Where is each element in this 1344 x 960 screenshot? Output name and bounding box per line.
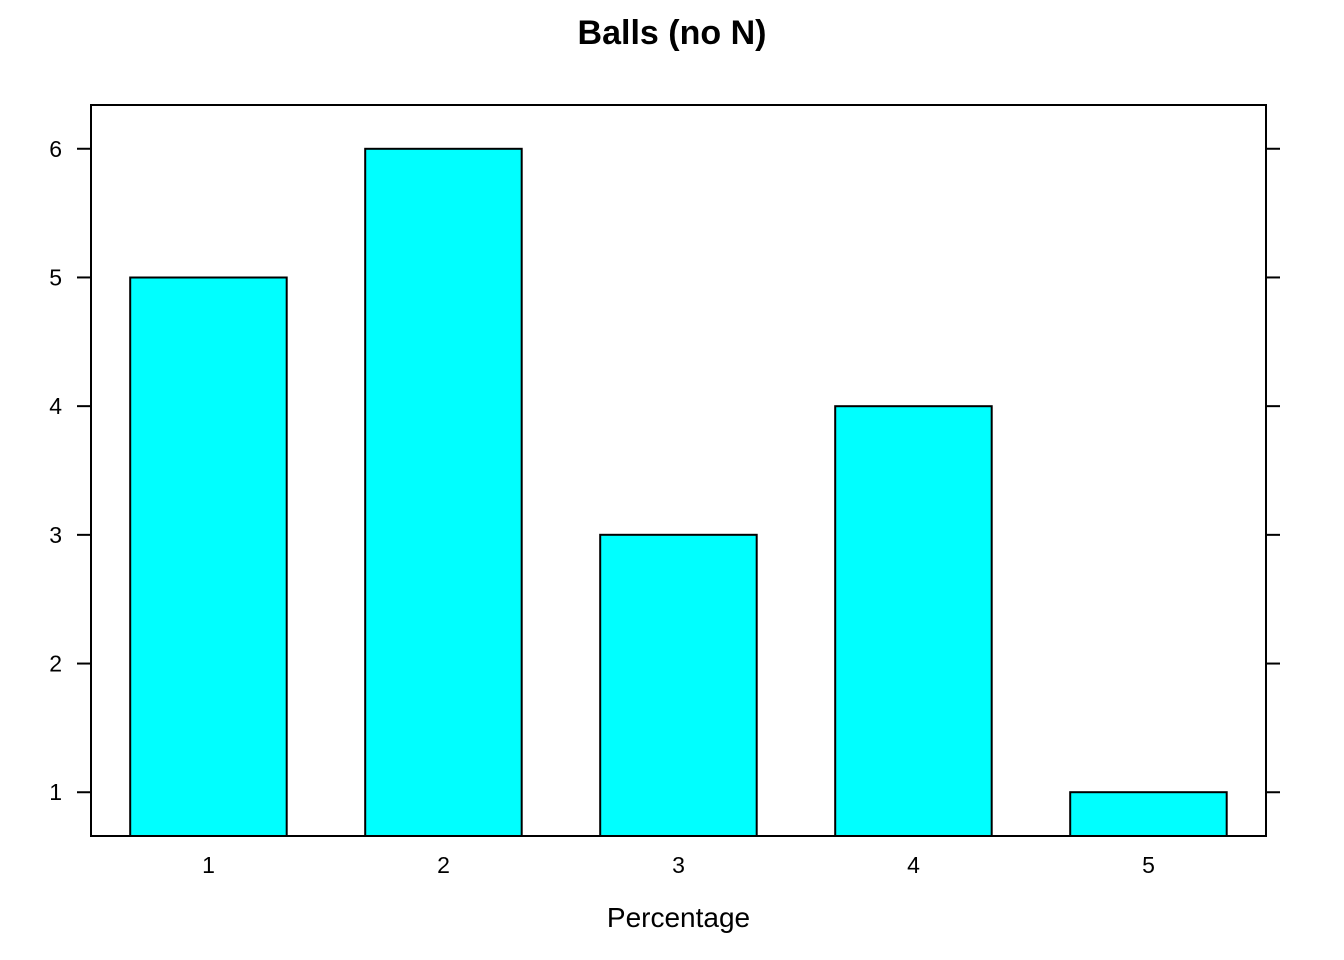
plot-frame [90,104,1267,837]
x-axis-label: Percentage [607,902,750,933]
y-tick-label-6: 6 [49,136,62,162]
y-axis: 1 2 3 4 5 6 [49,136,1280,805]
y-tick-label-1: 1 [49,779,62,805]
bars-layer [129,147,1228,838]
x-tick-label-3: 3 [672,852,685,878]
x-tick-label-2: 2 [437,852,450,878]
y-tick-label-4: 4 [49,393,62,419]
x-tick-label-5: 5 [1142,852,1155,878]
y-tick-label-3: 3 [49,522,62,548]
bar-4 [834,405,993,837]
bar-5 [1069,791,1228,838]
bar-2 [364,147,523,838]
bar-3 [599,533,758,837]
chart-title: Balls (no N) [578,14,767,52]
x-axis: 1 2 3 4 5 [202,852,1155,878]
y-tick-label-2: 2 [49,651,62,677]
x-tick-label-1: 1 [202,852,215,878]
bar-1 [129,276,288,837]
y-tick-label-5: 5 [49,264,62,290]
x-tick-label-4: 4 [907,852,920,878]
